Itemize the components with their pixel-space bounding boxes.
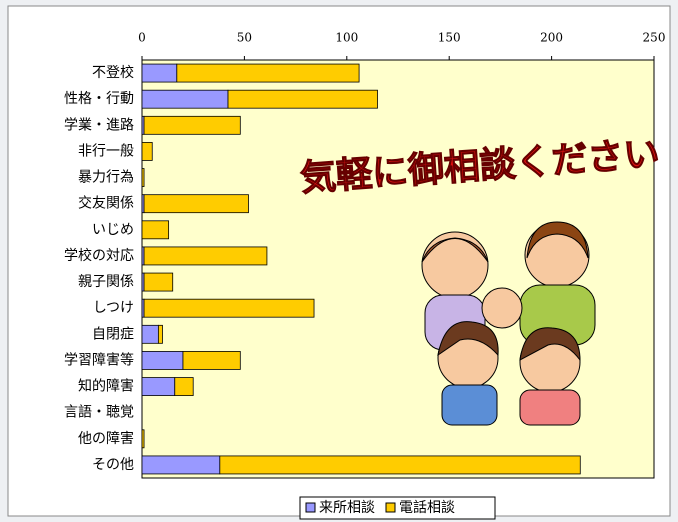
bar-segment [144, 299, 314, 317]
bar-segment [144, 116, 240, 134]
body [442, 385, 497, 425]
bar-segment [142, 64, 177, 82]
y-tick-label: 学業・進路 [64, 117, 134, 133]
legend-swatch [306, 503, 315, 512]
y-tick-label: 暴力行為 [78, 170, 134, 186]
x-tick-label: 0 [138, 31, 146, 45]
bar-segment [142, 221, 169, 239]
bar-segment [142, 430, 144, 448]
bar-segment [183, 351, 240, 369]
legend-label: 電話相談 [399, 499, 455, 516]
y-tick-label: いじめ [92, 222, 134, 238]
bar-segment [144, 247, 267, 265]
legend-label: 来所相談 [319, 500, 375, 516]
y-tick-label: しつけ [93, 300, 134, 316]
y-tick-label: 言語・聴覚 [64, 405, 134, 421]
y-tick-label: 学校の対応 [64, 247, 134, 264]
bar-segment [142, 325, 158, 343]
bar-segment [177, 64, 359, 82]
bar-segment [220, 456, 580, 474]
bar-segment [228, 90, 378, 108]
y-tick-label: 親子関係 [78, 274, 134, 290]
bar-segment [158, 325, 162, 343]
face [482, 288, 522, 328]
bar-segment [142, 378, 175, 396]
chart: 気軽に御相談ください 来所相談電話相談 050100150200250不登校性格… [0, 0, 678, 522]
bar-segment [144, 273, 173, 291]
bar-segment [142, 351, 183, 369]
bar-segment [175, 378, 193, 396]
y-tick-label: 不登校 [92, 64, 134, 81]
y-tick-label: 交友関係 [78, 195, 134, 212]
y-tick-label: 学習障害等 [64, 351, 134, 368]
x-tick-label: 150 [438, 31, 461, 45]
y-tick-label: 性格・行動 [64, 91, 134, 107]
x-tick-label: 50 [237, 31, 252, 45]
bar-segment [144, 195, 248, 213]
x-tick-label: 200 [540, 31, 563, 45]
face [422, 232, 488, 298]
x-tick-label: 100 [335, 31, 358, 45]
y-tick-label: 非行一般 [78, 143, 134, 159]
body [520, 390, 580, 425]
bar-segment [142, 142, 152, 160]
y-tick-label: その他 [92, 457, 134, 473]
y-tick-label: 他の障害 [78, 431, 134, 447]
legend: 来所相談 電話相談 [300, 497, 495, 519]
bar-segment [142, 169, 144, 187]
y-tick-label: 自閉症 [92, 326, 134, 342]
y-tick-label: 知的障害 [78, 378, 134, 395]
legend-swatch [386, 503, 395, 512]
x-tick-label: 250 [643, 31, 666, 45]
bar-segment [142, 90, 228, 108]
bar-segment [142, 456, 220, 474]
